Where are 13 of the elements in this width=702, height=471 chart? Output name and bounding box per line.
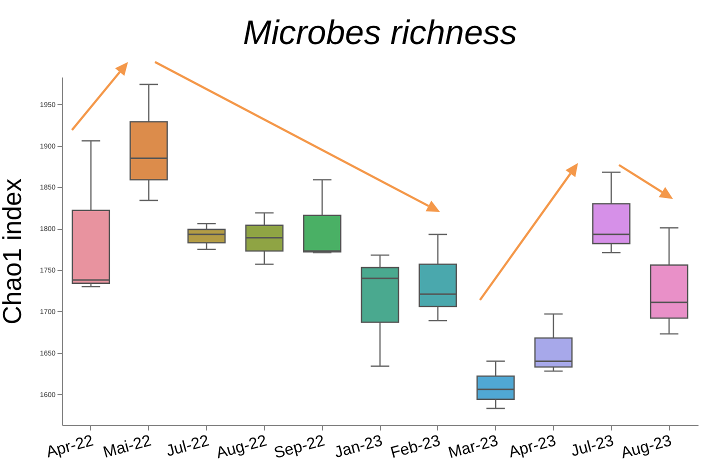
x-tick-label: Apr-23 xyxy=(507,432,558,462)
x-tick-label: Mar-23 xyxy=(446,432,500,462)
y-axis-title: Chao1 index xyxy=(0,178,27,324)
x-tick-label: Sep-22 xyxy=(272,432,327,462)
x-tick-label: Aug-23 xyxy=(619,432,674,462)
chart-title: Microbes richness xyxy=(243,14,517,52)
x-tick-label: Jan-23 xyxy=(332,432,384,462)
x-tick-label: Jul-23 xyxy=(569,432,616,460)
x-tick-label: Mai-22 xyxy=(101,432,154,462)
x-tick-label: Aug-22 xyxy=(214,432,269,462)
x-tick-label: Feb-23 xyxy=(388,432,442,462)
x-tick-label: Apr-22 xyxy=(44,432,96,462)
x-tick-label: Jul-22 xyxy=(164,432,212,460)
